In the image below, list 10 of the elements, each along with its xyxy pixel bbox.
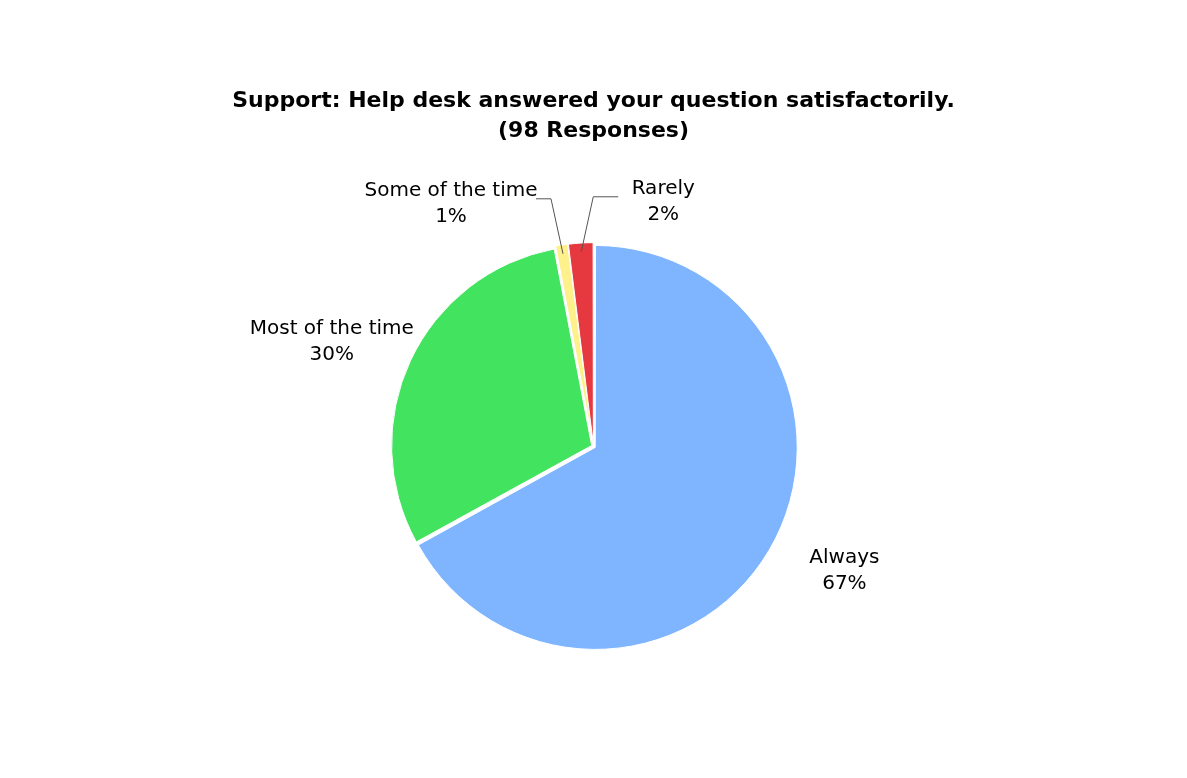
- slice-label: Most of the time: [249, 315, 414, 340]
- slice-label: Some of the time: [364, 177, 538, 201]
- data-label: 67%: [822, 570, 867, 595]
- data-label: 30%: [309, 341, 355, 366]
- data-label: 2%: [647, 200, 680, 225]
- slice-label: Always: [809, 544, 880, 569]
- chart-subtitle: (98 Responses): [498, 117, 689, 143]
- data-label: 1%: [435, 203, 467, 227]
- chart-title: Support: Help desk answered your question satisfactorily.: [232, 86, 955, 112]
- slice-label: Rarely: [631, 174, 696, 199]
